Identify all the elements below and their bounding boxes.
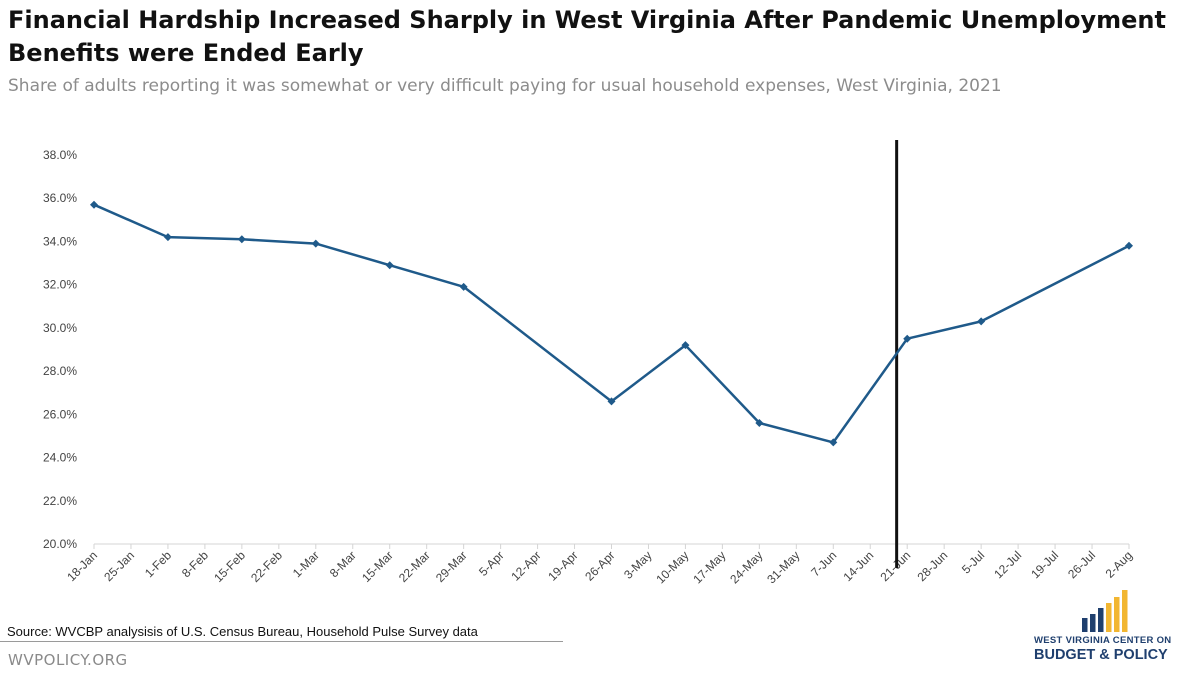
- x-tick-label: 24-May: [727, 548, 765, 586]
- x-tick-label: 5-Jul: [959, 548, 987, 576]
- x-tick-label: 15-Feb: [211, 548, 248, 585]
- logo-bar: [1098, 608, 1104, 632]
- chart-subtitle: Share of adults reporting it was somewha…: [8, 76, 1002, 96]
- logo-org-line1: WEST VIRGINIA CENTER ON: [1034, 635, 1172, 646]
- data-point: [459, 282, 468, 291]
- source-divider: [0, 641, 563, 642]
- x-tick-label: 12-Apr: [508, 548, 543, 583]
- chart-title: Financial Hardship Increased Sharply in …: [8, 6, 1166, 67]
- logo-bar: [1122, 590, 1128, 632]
- data-point: [977, 317, 986, 326]
- data-point: [311, 239, 320, 248]
- y-tick-label: 22.0%: [43, 494, 77, 508]
- logo-org-line2: BUDGET & POLICY: [1034, 647, 1168, 663]
- logo-bar: [1090, 614, 1096, 632]
- logo-bar: [1114, 597, 1120, 632]
- data-point: [681, 341, 690, 350]
- y-tick-label: 30.0%: [43, 321, 77, 335]
- x-tick-label: 29-Mar: [433, 548, 470, 585]
- x-axis: 18-Jan 25-Jan 1-Feb 8-Feb 15-Feb 22-Feb 1-Mar 8…: [64, 543, 1136, 586]
- bar-chart-icon: [1082, 590, 1128, 632]
- x-tick-label: 28-Jun: [914, 548, 950, 584]
- data-point: [90, 200, 98, 209]
- data-point: [607, 397, 616, 406]
- x-tick-label: 7-Jun: [808, 548, 839, 579]
- data-point: [237, 235, 246, 244]
- data-point: [829, 438, 838, 447]
- x-tick-label: 12-Jul: [991, 548, 1024, 581]
- series-hardship: [90, 200, 1133, 447]
- site-url: WVPOLICY.ORG: [8, 651, 128, 669]
- data-point: [1125, 241, 1133, 250]
- x-tick-label: 26-Jul: [1065, 548, 1098, 581]
- line-chart: 20.0% 22.0% 24.0% 26.0% 28.0% 30.0% 32.0% 34.0%…: [43, 140, 1136, 586]
- x-tick-label: 1-Mar: [290, 548, 322, 580]
- x-tick-label: 19-Apr: [545, 548, 580, 583]
- x-tick-label: 5-Apr: [476, 548, 507, 579]
- x-tick-label: 17-May: [690, 548, 728, 586]
- x-tick-label: 10-May: [653, 548, 691, 586]
- x-tick-label: 15-Mar: [359, 548, 396, 585]
- x-tick-label: 8-Feb: [179, 548, 211, 580]
- logo-bar: [1082, 618, 1088, 632]
- y-tick-label: 28.0%: [43, 364, 77, 378]
- x-tick-label: 22-Mar: [396, 548, 433, 585]
- x-tick-label: 31-May: [764, 548, 802, 586]
- x-tick-label: 8-Mar: [327, 548, 359, 580]
- y-tick-label: 34.0%: [43, 234, 77, 248]
- y-tick-label: 24.0%: [43, 451, 77, 465]
- data-point: [163, 233, 172, 242]
- y-axis: 20.0% 22.0% 24.0% 26.0% 28.0% 30.0% 32.0% 34.0%…: [43, 148, 77, 551]
- y-tick-label: 26.0%: [43, 407, 77, 421]
- wvcbp-logo: WEST VIRGINIA CENTER ON BUDGET & POLICY: [1032, 588, 1192, 668]
- series-line: [93, 203, 1130, 444]
- logo-bar: [1106, 603, 1112, 632]
- y-tick-label: 36.0%: [43, 191, 77, 205]
- y-tick-label: 32.0%: [43, 278, 77, 292]
- x-tick-label: 26-Apr: [582, 548, 617, 583]
- data-point: [755, 418, 764, 427]
- data-point: [385, 261, 394, 270]
- y-tick-label: 20.0%: [43, 537, 77, 551]
- x-tick-label: 2-Aug: [1103, 548, 1136, 581]
- x-tick-label: 25-Jan: [101, 548, 137, 584]
- y-tick-label: 38.0%: [43, 148, 77, 162]
- x-tick-label: 18-Jan: [64, 548, 100, 584]
- x-tick-label: 3-May: [621, 548, 654, 581]
- x-tick-label: 19-Jul: [1028, 548, 1061, 581]
- x-tick-label: 22-Feb: [248, 548, 285, 585]
- source-note: Source: WVCBP analysisis of U.S. Census …: [7, 624, 478, 639]
- data-point: [903, 334, 912, 343]
- x-tick-label: 1-Feb: [142, 548, 174, 580]
- x-tick-label: 14-Jun: [841, 548, 877, 584]
